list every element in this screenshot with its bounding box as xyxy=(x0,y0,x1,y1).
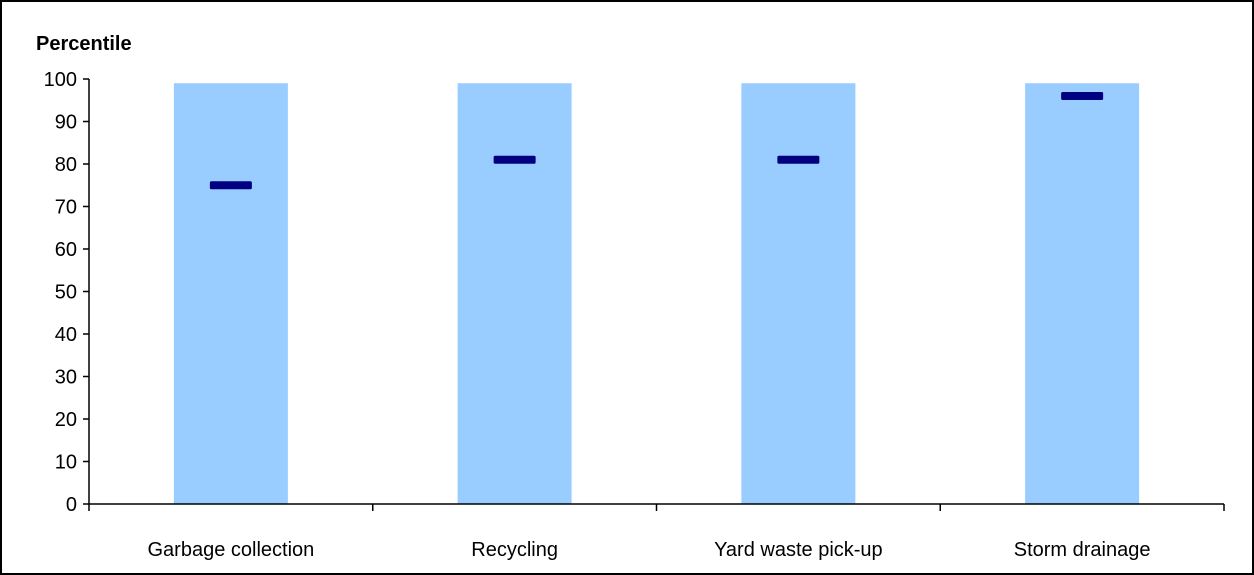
bar xyxy=(173,83,288,504)
y-tick-label: 10 xyxy=(55,452,77,474)
y-tick-label: 90 xyxy=(55,112,77,134)
x-tick-label: Garbage collection xyxy=(147,539,314,561)
x-tick-label: Yard waste pick-up xyxy=(714,539,883,561)
y-tick-label: 30 xyxy=(55,367,77,389)
percentile-marker xyxy=(1061,92,1104,100)
y-ticks: 0 10 20 30 40 50 60 70 80 90 100 xyxy=(44,69,89,516)
y-axis-title: Percentile xyxy=(36,33,132,55)
y-tick-label: 0 xyxy=(66,494,77,516)
percentile-marker xyxy=(493,155,536,164)
y-tick-label: 40 xyxy=(55,324,77,346)
y-tick-label: 100 xyxy=(44,69,77,91)
bars xyxy=(173,83,1140,504)
x-tick-label: Recycling xyxy=(471,539,558,561)
bar xyxy=(457,83,572,504)
percentile-marker xyxy=(209,181,252,190)
y-tick-label: 20 xyxy=(55,409,77,431)
bar xyxy=(741,83,856,504)
y-tick-label: 70 xyxy=(55,197,77,219)
bar xyxy=(1025,83,1140,504)
x-tick-label: Storm drainage xyxy=(1014,539,1151,561)
markers xyxy=(209,92,1104,190)
x-ticks: Garbage collection Recycling Yard waste pi… xyxy=(88,504,1225,561)
y-tick-label: 50 xyxy=(55,282,77,304)
percentile-marker xyxy=(777,155,820,164)
y-tick-label: 60 xyxy=(55,239,77,261)
y-tick-label: 80 xyxy=(55,154,77,176)
